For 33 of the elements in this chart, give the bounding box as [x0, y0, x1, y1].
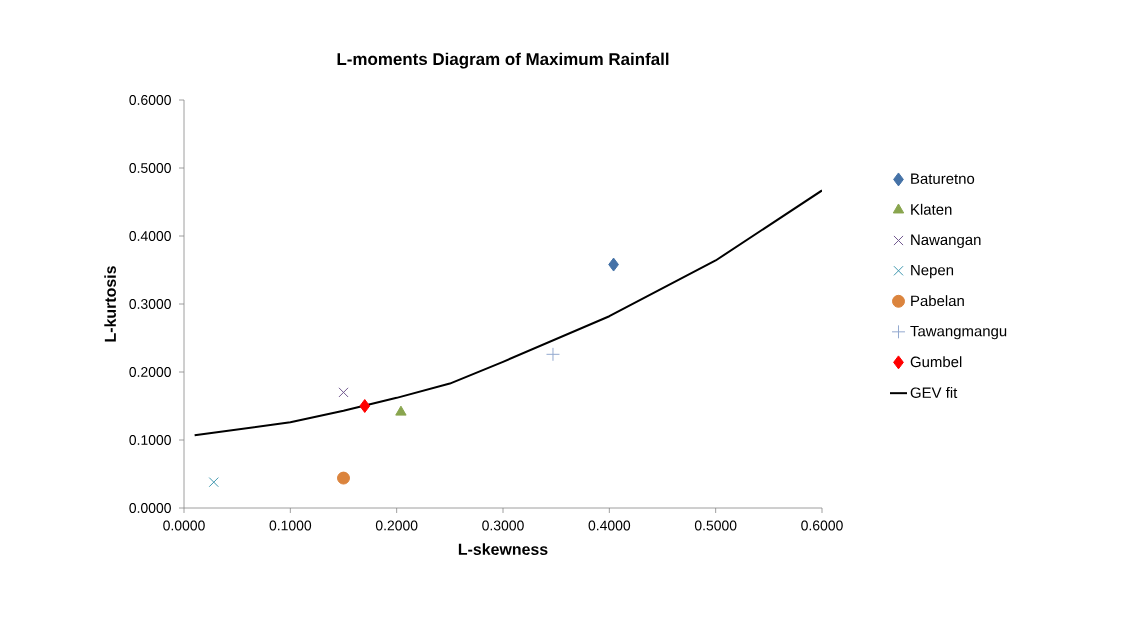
point — [608, 257, 619, 272]
chart-title: L-moments Diagram of Maximum Rainfall — [337, 52, 669, 69]
legend-label: Tawangmangu — [910, 325, 1007, 340]
y-tick-label: 0.3000 — [129, 299, 171, 309]
x-tick-label: 0.2000 — [375, 520, 418, 531]
point — [546, 347, 560, 362]
x-axis-title: L-skewness — [458, 543, 548, 555]
legend-label: Nawangan — [911, 234, 981, 248]
y-tick-label: 0.4000 — [129, 231, 171, 241]
legend-label: Klaten — [911, 203, 952, 215]
y-tick-label: 0.6000 — [129, 95, 171, 105]
legend-label: Baturetno — [911, 173, 975, 184]
point — [359, 399, 371, 413]
x-tick-label: 0.4000 — [588, 520, 631, 531]
y-tick-label: 0.5000 — [129, 163, 171, 173]
x-tick-label: 0.0000 — [163, 520, 205, 531]
point — [338, 387, 349, 398]
point — [208, 477, 219, 488]
y-tick-label: 0.1000 — [129, 435, 171, 445]
point — [337, 471, 350, 485]
x-tick-label: 0.5000 — [694, 520, 737, 531]
y-axis-title: L-kurtosis — [104, 266, 116, 342]
legend-label: Nepen — [911, 264, 954, 279]
legend-label: Gumbel — [910, 356, 962, 368]
legend-label: Pabelan — [911, 295, 964, 307]
x-tick-label: 0.6000 — [801, 520, 843, 531]
point — [395, 405, 407, 416]
line-series — [193, 189, 822, 437]
y-tick-label: 0.0000 — [129, 503, 171, 513]
legend-label: GEV fit — [910, 387, 958, 398]
x-tick-label: 0.1000 — [269, 520, 312, 531]
x-tick-label: 0.3000 — [482, 520, 524, 531]
y-tick-label: 0.2000 — [129, 367, 171, 377]
